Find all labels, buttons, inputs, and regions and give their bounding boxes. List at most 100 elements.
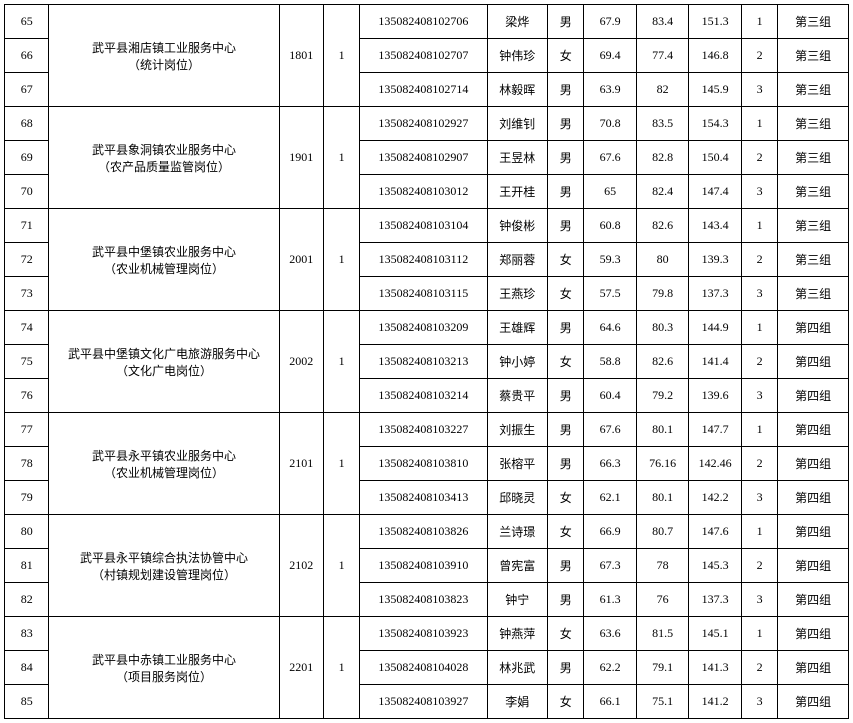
exam-number: 135082408102706 xyxy=(360,5,487,39)
person-name: 张榕平 xyxy=(487,447,548,481)
row-index: 70 xyxy=(5,175,49,209)
score-total: 144.9 xyxy=(689,311,741,345)
score1: 66.3 xyxy=(584,447,636,481)
group: 第三组 xyxy=(778,5,849,39)
post-code: 2201 xyxy=(279,617,323,719)
score1: 63.9 xyxy=(584,73,636,107)
gender: 女 xyxy=(548,345,584,379)
row-index: 81 xyxy=(5,549,49,583)
score-total: 147.4 xyxy=(689,175,741,209)
table-row: 80武平县永平镇综合执法协管中心（村镇规划建设管理岗位）210211350824… xyxy=(5,515,849,549)
exam-number: 135082408102927 xyxy=(360,107,487,141)
post-qty: 1 xyxy=(323,413,359,515)
rank: 2 xyxy=(741,651,777,685)
row-index: 71 xyxy=(5,209,49,243)
gender: 男 xyxy=(548,73,584,107)
table-row: 71武平县中堡镇农业服务中心（农业机械管理岗位）2001113508240810… xyxy=(5,209,849,243)
score1: 66.9 xyxy=(584,515,636,549)
person-name: 林毅晖 xyxy=(487,73,548,107)
score1: 67.9 xyxy=(584,5,636,39)
row-index: 67 xyxy=(5,73,49,107)
row-index: 75 xyxy=(5,345,49,379)
group: 第四组 xyxy=(778,413,849,447)
row-index: 84 xyxy=(5,651,49,685)
row-index: 80 xyxy=(5,515,49,549)
score2: 80.3 xyxy=(636,311,688,345)
person-name: 钟燕萍 xyxy=(487,617,548,651)
rank: 2 xyxy=(741,141,777,175)
group: 第三组 xyxy=(778,209,849,243)
score2: 82.8 xyxy=(636,141,688,175)
score-total: 147.7 xyxy=(689,413,741,447)
group: 第四组 xyxy=(778,685,849,719)
rank: 3 xyxy=(741,379,777,413)
person-name: 钟宁 xyxy=(487,583,548,617)
group: 第三组 xyxy=(778,73,849,107)
score1: 62.2 xyxy=(584,651,636,685)
score1: 63.6 xyxy=(584,617,636,651)
gender: 女 xyxy=(548,39,584,73)
gender: 男 xyxy=(548,311,584,345)
gender: 男 xyxy=(548,379,584,413)
score1: 65 xyxy=(584,175,636,209)
group: 第四组 xyxy=(778,583,849,617)
exam-number: 135082408103112 xyxy=(360,243,487,277)
person-name: 刘维钊 xyxy=(487,107,548,141)
score2: 82.4 xyxy=(636,175,688,209)
person-name: 钟小婷 xyxy=(487,345,548,379)
group: 第四组 xyxy=(778,311,849,345)
rank: 3 xyxy=(741,481,777,515)
org-name: 武平县永平镇农业服务中心（农业机械管理岗位） xyxy=(49,413,279,515)
score-total: 145.1 xyxy=(689,617,741,651)
score1: 70.8 xyxy=(584,107,636,141)
score-total: 154.3 xyxy=(689,107,741,141)
person-name: 王雄辉 xyxy=(487,311,548,345)
exam-number: 135082408103826 xyxy=(360,515,487,549)
gender: 女 xyxy=(548,685,584,719)
table-row: 77武平县永平镇农业服务中心（农业机械管理岗位）2101113508240810… xyxy=(5,413,849,447)
score2: 76 xyxy=(636,583,688,617)
score1: 69.4 xyxy=(584,39,636,73)
score-total: 146.8 xyxy=(689,39,741,73)
exam-number: 135082408103910 xyxy=(360,549,487,583)
score2: 80.1 xyxy=(636,481,688,515)
score1: 60.8 xyxy=(584,209,636,243)
exam-number: 135082408103214 xyxy=(360,379,487,413)
score-total: 137.3 xyxy=(689,583,741,617)
score2: 75.1 xyxy=(636,685,688,719)
score-total: 141.4 xyxy=(689,345,741,379)
gender: 男 xyxy=(548,651,584,685)
exam-number: 135082408103213 xyxy=(360,345,487,379)
exam-number: 135082408103227 xyxy=(360,413,487,447)
score2: 81.5 xyxy=(636,617,688,651)
rank: 1 xyxy=(741,107,777,141)
group: 第四组 xyxy=(778,379,849,413)
score2: 80 xyxy=(636,243,688,277)
score1: 61.3 xyxy=(584,583,636,617)
score-total: 145.3 xyxy=(689,549,741,583)
score-total: 151.3 xyxy=(689,5,741,39)
gender: 男 xyxy=(548,175,584,209)
exam-number: 135082408103923 xyxy=(360,617,487,651)
rank: 3 xyxy=(741,277,777,311)
exam-number: 135082408102907 xyxy=(360,141,487,175)
rank: 1 xyxy=(741,413,777,447)
group: 第三组 xyxy=(778,243,849,277)
score1: 57.5 xyxy=(584,277,636,311)
org-name: 武平县中赤镇工业服务中心（项目服务岗位） xyxy=(49,617,279,719)
gender: 男 xyxy=(548,5,584,39)
score-total: 137.3 xyxy=(689,277,741,311)
score2: 80.7 xyxy=(636,515,688,549)
score1: 67.6 xyxy=(584,413,636,447)
exam-number: 135082408103823 xyxy=(360,583,487,617)
group: 第三组 xyxy=(778,175,849,209)
org-name: 武平县中堡镇文化广电旅游服务中心（文化广电岗位） xyxy=(49,311,279,413)
org-name: 武平县湘店镇工业服务中心（统计岗位） xyxy=(49,5,279,107)
exam-number: 135082408102714 xyxy=(360,73,487,107)
post-qty: 1 xyxy=(323,311,359,413)
gender: 男 xyxy=(548,141,584,175)
post-code: 1901 xyxy=(279,107,323,209)
score2: 82.6 xyxy=(636,345,688,379)
row-index: 78 xyxy=(5,447,49,481)
row-index: 79 xyxy=(5,481,49,515)
